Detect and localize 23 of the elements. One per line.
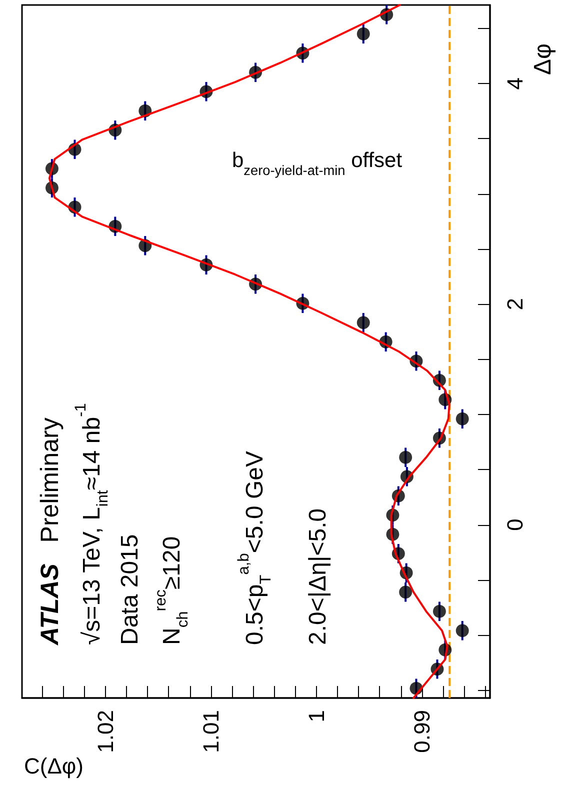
y-tick-label: 0 [502, 518, 528, 531]
point [356, 316, 370, 330]
annotation: 2.0<|Δη|<5.0 [304, 508, 332, 645]
annotation: Preliminary [36, 417, 64, 543]
annotation: Data 2015 [116, 534, 144, 645]
point [456, 624, 469, 638]
y-axis-title: Δφ [530, 43, 556, 75]
point [399, 450, 412, 464]
point [356, 27, 370, 40]
x-axis-title: C(Δφ) [24, 754, 84, 778]
x-tick-label: 1.01 [198, 710, 224, 753]
y-tick-label: 2 [502, 298, 528, 310]
point [456, 412, 469, 426]
annotation: Nchrec≥120 [152, 536, 192, 645]
annotation: 0.5<pTa,b<5.0 GeV [235, 450, 275, 645]
annotation: ATLAS [36, 563, 64, 646]
y-tick-label: 4 [502, 77, 528, 90]
point [399, 586, 412, 599]
x-tick-label: 0.99 [409, 710, 434, 753]
x-tick-label: 1 [304, 710, 329, 722]
annotation: √s=13 TeV, Lint≈14 nb-1 [72, 403, 112, 645]
x-tick-label: 1.02 [92, 710, 118, 753]
point [432, 604, 446, 618]
